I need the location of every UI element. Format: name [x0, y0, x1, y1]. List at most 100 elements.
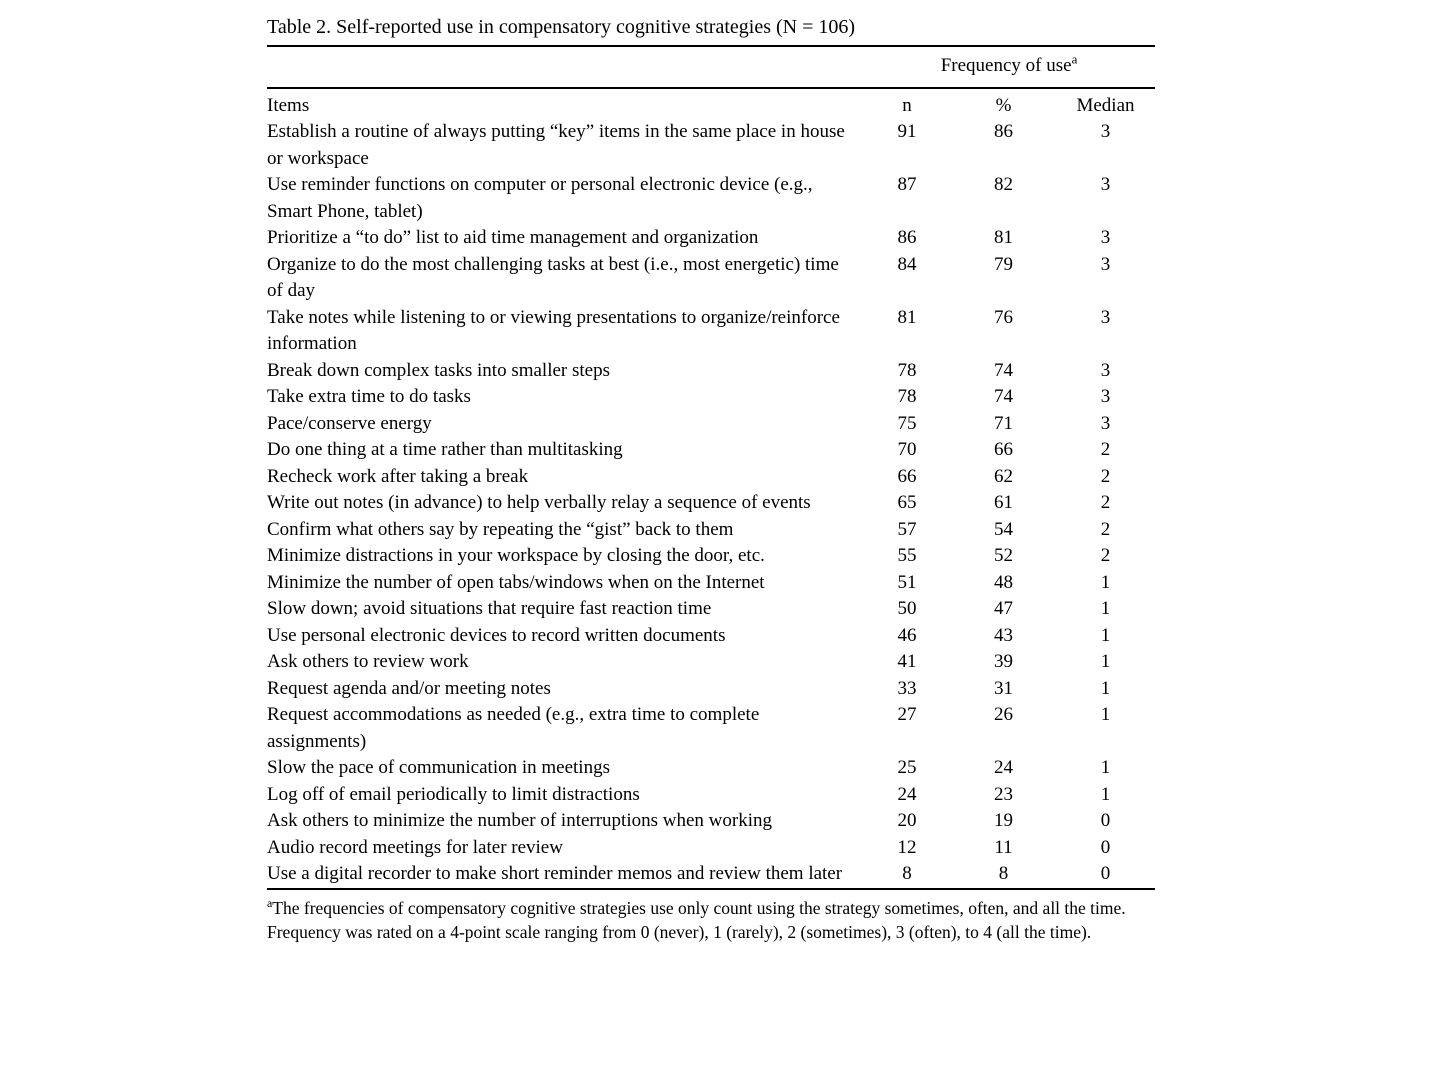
item-cell: Slow the pace of communication in meetin…	[267, 757, 610, 778]
median-cell: 1	[1100, 624, 1111, 646]
median-cell: 0	[1100, 863, 1111, 884]
n-cell: 75	[897, 412, 917, 434]
pct-cell: 8	[998, 863, 1009, 884]
median-cell: 1	[1100, 598, 1111, 619]
footnote-a-text: The frequencies of compensatory cognitiv…	[272, 897, 1126, 918]
pct-cell: 71	[994, 412, 1013, 434]
n-cell: 86	[897, 227, 917, 248]
median-cell: 3	[1100, 306, 1111, 328]
n-cell: 41	[897, 651, 917, 672]
median-cell: 1	[1100, 757, 1111, 778]
median-cell: 3	[1100, 174, 1111, 195]
median-cell: 3	[1100, 412, 1111, 434]
spanner-spacer-cell	[267, 46, 863, 89]
item-cell: Use reminder functions on computer or pe…	[267, 174, 813, 222]
spanner-superscript: a	[1071, 51, 1078, 67]
n-cell: 87	[897, 174, 917, 195]
table-title: Table 2. Self-reported use in compensato…	[267, 16, 856, 38]
pct-cell: 24	[994, 757, 1013, 778]
pct-cell: 82	[994, 174, 1013, 195]
item-cell: Take extra time to do tasks	[267, 386, 471, 407]
item-cell: Confirm what others say by repeating the…	[267, 518, 734, 540]
n-cell: 81	[897, 306, 917, 328]
table-row: Ask others to minimize the number of int…	[267, 808, 1155, 835]
table-row: Do one thing at a time rather than multi…	[267, 437, 1155, 464]
pct-cell: 61	[994, 492, 1013, 513]
n-cell: 8	[902, 863, 912, 884]
item-cell: Slow down; avoid situations that require…	[267, 598, 712, 619]
median-cell: 0	[1100, 810, 1111, 831]
item-cell: Organize to do the most challenging task…	[267, 253, 839, 302]
item-cell: Use a digital recorder to make short rem…	[267, 863, 843, 884]
column-header-median: Median	[1076, 95, 1135, 116]
item-cell: Pace/conserve energy	[267, 412, 432, 434]
n-cell: 78	[897, 359, 917, 381]
n-cell: 84	[897, 253, 917, 275]
item-cell: Recheck work after taking a break	[267, 465, 529, 487]
pct-cell: 74	[994, 386, 1013, 407]
median-cell: 2	[1100, 518, 1111, 540]
median-cell: 3	[1100, 253, 1111, 275]
table-row: Recheck work after taking a break 66 62 2	[267, 464, 1155, 491]
median-cell: 1	[1100, 677, 1111, 699]
item-cell: Audio record meetings for later review	[267, 836, 563, 858]
footnote-a-superscript: a	[267, 895, 273, 910]
table-row: Audio record meetings for later review 12…	[267, 835, 1155, 862]
table-header: Frequency of usea Items n % Median	[267, 46, 1155, 119]
pct-cell: 54	[994, 518, 1013, 540]
n-cell: 25	[897, 757, 917, 778]
item-cell: Minimize distractions in your workspace …	[267, 545, 765, 566]
n-cell: 70	[897, 439, 917, 460]
item-cell: Do one thing at a time rather than multi…	[267, 439, 623, 460]
n-cell: 20	[897, 810, 917, 831]
table-row: Use personal electronic devices to recor…	[267, 623, 1155, 650]
median-cell: 3	[1100, 227, 1111, 248]
n-cell: 24	[897, 783, 917, 805]
column-header-items: Items	[267, 95, 310, 116]
table-row: Take extra time to do tasks 78 74 3	[267, 384, 1155, 411]
median-cell: 1	[1100, 783, 1111, 805]
table-row: Take notes while listening to or viewing…	[267, 305, 1155, 358]
n-cell: 12	[897, 836, 917, 858]
column-header-row: Items n % Median	[267, 88, 1155, 119]
pct-cell: 19	[994, 810, 1013, 831]
item-cell: Establish a routine of always putting “k…	[267, 121, 845, 169]
table-row: Organize to do the most challenging task…	[267, 252, 1155, 305]
pct-cell: 74	[994, 359, 1013, 381]
pct-cell: 11	[994, 836, 1013, 858]
item-cell: Request agenda and/or meeting notes	[267, 677, 551, 699]
n-cell: 57	[897, 518, 917, 540]
pct-cell: 62	[994, 465, 1013, 487]
table-row: Prioritize a “to do” list to aid time ma…	[267, 225, 1155, 252]
spanner-row: Frequency of usea	[267, 46, 1155, 89]
n-cell: 78	[897, 386, 917, 407]
table-row: Break down complex tasks into smaller st…	[267, 358, 1155, 385]
pct-cell: 43	[994, 624, 1013, 646]
item-cell: Ask others to review work	[267, 651, 469, 672]
column-header-n: n	[902, 95, 912, 116]
n-cell: 55	[897, 545, 917, 566]
table-row: Minimize distractions in your workspace …	[267, 543, 1155, 570]
pct-cell: 52	[994, 545, 1013, 566]
table-row: Use a digital recorder to make short rem…	[267, 861, 1155, 889]
median-cell: 3	[1100, 121, 1111, 142]
spanner-label: Frequency of use	[940, 55, 1072, 76]
median-cell: 2	[1100, 439, 1111, 460]
footnote-scale-text: Frequency was rated on a 4-point scale r…	[267, 921, 1092, 942]
pct-cell: 47	[994, 598, 1013, 619]
median-cell: 2	[1100, 492, 1111, 513]
table-body: Establish a routine of always putting “k…	[267, 119, 1155, 889]
table-container: Table 2. Self-reported use in compensato…	[267, 14, 1155, 944]
item-cell: Ask others to minimize the number of int…	[267, 810, 772, 831]
footnote-scale: Frequency was rated on a 4-point scale r…	[267, 920, 1155, 944]
pct-cell: 66	[994, 439, 1013, 460]
pct-cell: 39	[994, 651, 1013, 672]
n-cell: 91	[897, 121, 917, 142]
pct-cell: 26	[994, 704, 1013, 725]
pct-cell: 81	[994, 227, 1013, 248]
table-row: Use reminder functions on computer or pe…	[267, 172, 1155, 225]
strategies-table: Frequency of usea Items n % Median Estab…	[267, 45, 1155, 890]
n-cell: 33	[897, 677, 917, 699]
item-cell: Minimize the number of open tabs/windows…	[267, 571, 765, 593]
